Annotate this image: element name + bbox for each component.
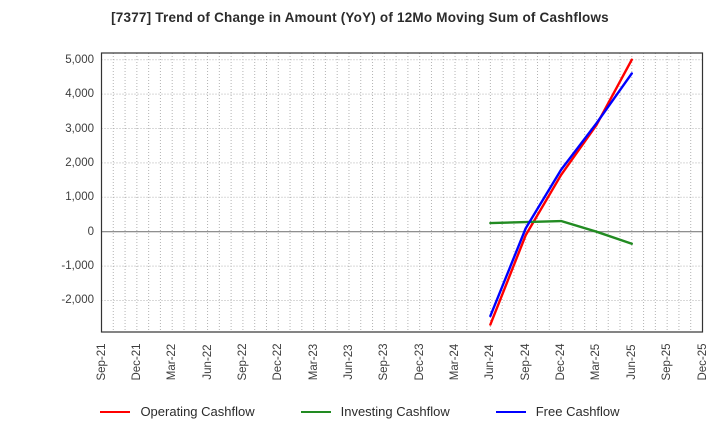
x-tick-label: Sep-22 (236, 343, 249, 381)
legend-line-swatch (495, 410, 526, 413)
legend-item-free-cashflow: Free Cashflow (495, 404, 620, 419)
series-line-operating-cashflow (489, 58, 633, 326)
legend-label: Investing Cashflow (340, 404, 450, 419)
x-tick-label: Jun-23 (342, 344, 355, 380)
x-tick-label: Mar-22 (166, 343, 179, 381)
x-tick-label: Dec-21 (130, 343, 143, 381)
legend-label: Operating Cashflow (140, 404, 255, 419)
legend-label: Free Cashflow (535, 404, 620, 419)
y-tick-label: 4,000 (65, 88, 94, 101)
x-tick-label: Sep-25 (661, 343, 674, 381)
x-tick-label: Dec-25 (696, 343, 709, 381)
y-tick-label: -2,000 (61, 294, 94, 307)
series-line-free-cashflow (489, 72, 633, 318)
legend-item-operating-cashflow: Operating Cashflow (100, 404, 255, 419)
legend-item-investing-cashflow: Investing Cashflow (300, 404, 450, 419)
x-tick-label: Mar-25 (590, 343, 603, 381)
y-tick-label: -1,000 (61, 260, 94, 273)
y-tick-label: 3,000 (65, 122, 94, 135)
chart-legend: Operating Cashflow Investing Cashflow Free… (0, 404, 720, 419)
x-tick-label: Sep-21 (95, 343, 108, 381)
x-tick-label: Sep-24 (519, 343, 532, 381)
legend-line-swatch (100, 410, 131, 413)
x-tick-label: Dec-24 (555, 343, 568, 381)
y-tick-label: 1,000 (65, 191, 94, 204)
y-tick-label: 0 (87, 225, 94, 238)
chart-title: [7377] Trend of Change in Amount (YoY) o… (111, 10, 609, 25)
x-tick-label: Jun-24 (484, 344, 497, 380)
x-tick-label: Dec-23 (413, 343, 426, 381)
y-tick-label: 2,000 (65, 156, 94, 169)
y-tick-label: 5,000 (65, 53, 94, 66)
x-tick-label: Dec-22 (272, 343, 285, 381)
x-tick-label: Sep-23 (378, 343, 391, 381)
x-tick-label: Jun-25 (625, 344, 638, 380)
x-tick-label: Mar-24 (449, 343, 462, 381)
legend-line-swatch (300, 410, 331, 413)
x-tick-label: Jun-22 (201, 344, 214, 380)
x-tick-label: Mar-23 (307, 343, 320, 381)
series-line-investing-cashflow (489, 219, 633, 245)
plot-border (100, 52, 704, 333)
